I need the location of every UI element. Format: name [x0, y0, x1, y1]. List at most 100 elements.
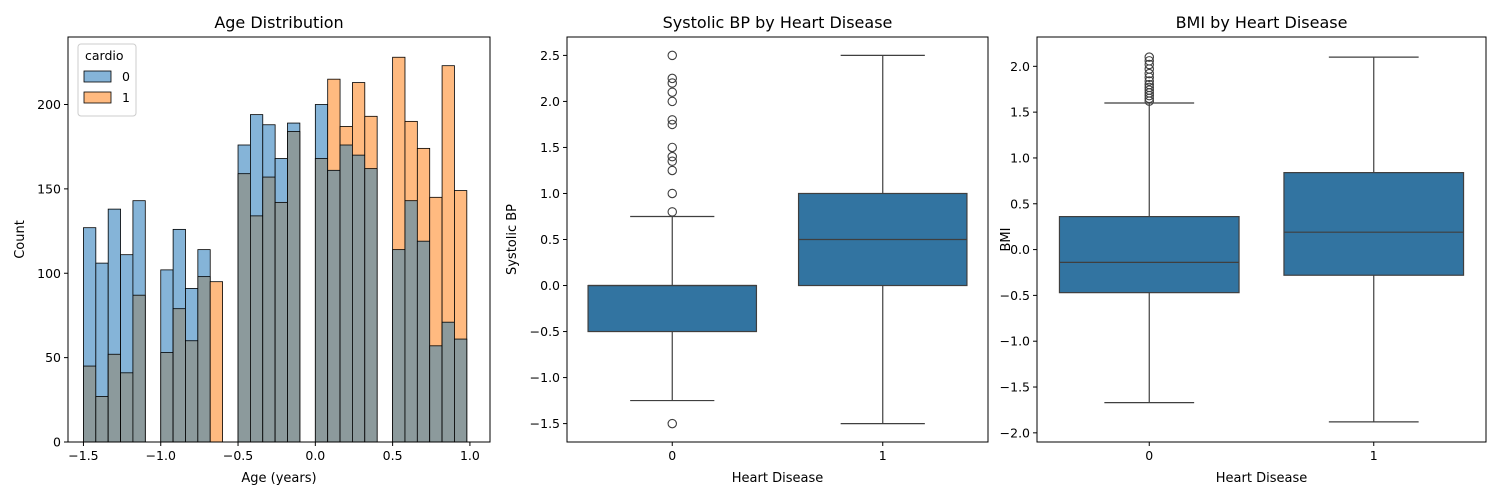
legend-title: cardio [85, 48, 124, 63]
age-histogram-panel: Age Distribution Age (years) Count 0 50 100 15… [13, 13, 491, 486]
outlier-point [667, 96, 677, 107]
x-tick-label: 1 [1370, 448, 1378, 463]
legend-swatch-0 [83, 70, 112, 83]
y-tick-label: 2.5 [540, 48, 560, 63]
y-tick-label: 1.5 [540, 140, 560, 155]
systolic-bp-boxplot-panel: Systolic BP by Heart Disease Heart Diseas… [505, 13, 989, 486]
hist-bar-cardio-0 [392, 249, 406, 443]
bmi-boxplot-panel: BMI by Heart Disease Heart Disease BMI 0 1 −2… [999, 13, 1487, 486]
box-group-0 [1058, 52, 1240, 404]
outlier-point [667, 115, 677, 125]
y-axis-label: BMI [999, 228, 1014, 252]
x-tick-label: −1.0 [146, 448, 176, 463]
box-group-1 [797, 54, 968, 425]
axes-frame [67, 36, 491, 443]
outlier-point [667, 73, 677, 84]
hist-bar-cardio-1 [160, 352, 174, 443]
x-tick-label: 0 [668, 448, 676, 463]
hist-bar-cardio-0 [352, 154, 366, 443]
hist-bar-cardio-1 [274, 201, 288, 443]
hist-bar-cardio-0 [429, 345, 443, 443]
outlier-point [667, 156, 677, 167]
y-tick-label: −1.5 [530, 416, 560, 431]
hist-bar-cardio-1 [197, 276, 211, 443]
axes-frame [1036, 36, 1487, 443]
box-group-1 [1283, 56, 1465, 423]
x-tick-label: 0 [1145, 448, 1153, 463]
hist-bar-cardio-0 [441, 321, 455, 443]
legend: cardio 0 1 [77, 43, 137, 117]
chart-title: BMI by Heart Disease [1176, 13, 1348, 32]
outlier-point [667, 151, 677, 162]
outlier-point [1144, 85, 1155, 95]
y-tick-label: 2.0 [540, 94, 560, 109]
y-tick-label: 2.0 [1010, 59, 1030, 74]
x-axis-label: Heart Disease [1216, 471, 1307, 486]
x-tick-label: −1.5 [68, 448, 98, 463]
chart-title: Age Distribution [214, 13, 343, 32]
outlier-point [667, 188, 677, 199]
hist-bar-cardio-1 [132, 294, 146, 443]
outlier-point [667, 207, 677, 217]
outlier-point [1144, 68, 1155, 79]
y-tick-label: 1.5 [1010, 105, 1030, 120]
x-tick-label: 0.0 [305, 448, 325, 463]
y-tick-label: −0.5 [530, 324, 560, 339]
outlier-point [667, 165, 677, 176]
outlier-point [1144, 76, 1155, 86]
y-tick-label: −2.0 [1000, 425, 1030, 440]
hist-bar-cardio-1 [237, 173, 251, 443]
x-tick-label: −0.5 [223, 448, 253, 463]
y-tick-label: 0.0 [540, 278, 560, 293]
outlier-point [667, 418, 677, 429]
outlier-point [1144, 56, 1155, 66]
x-tick-label: 1 [879, 448, 887, 463]
hist-bar-cardio-1 [287, 131, 301, 443]
hist-bar-cardio-0 [404, 200, 418, 443]
hist-bar-cardio-0 [364, 168, 378, 443]
hist-bar-cardio-1 [172, 308, 186, 443]
iqr-box [1283, 172, 1465, 276]
x-tick-label: 1.0 [460, 448, 480, 463]
hist-bar-cardio-0 [339, 144, 353, 443]
x-axis-label: Age (years) [241, 471, 316, 486]
hist-bar-cardio-1 [95, 396, 109, 443]
box-group-0 [587, 50, 758, 429]
hist-bar-cardio-0 [327, 169, 341, 443]
y-axis-label: Count [13, 220, 28, 259]
outlier-point [667, 50, 677, 61]
hist-bar-cardio-1 [262, 176, 276, 443]
y-axis-label: Systolic BP [505, 204, 520, 275]
y-tick-label: −1.0 [1000, 334, 1030, 349]
outlier-point [667, 78, 677, 88]
y-tick-label: 0.5 [1010, 196, 1030, 211]
outlier-point [1144, 52, 1155, 62]
hist-bar-cardio-1 [185, 340, 199, 443]
hist-bar-cardio-1 [250, 215, 264, 443]
y-tick-label: 100 [37, 266, 61, 281]
y-tick-label: 0.5 [540, 232, 560, 247]
legend-swatch-1 [83, 91, 112, 104]
hist-bar-cardio-0 [454, 338, 468, 443]
hist-bar-cardio-1 [107, 353, 121, 443]
outlier-point [667, 119, 677, 130]
y-tick-label: 1.0 [540, 186, 560, 201]
legend-label-0: 0 [122, 69, 130, 84]
y-tick-label: 150 [37, 181, 61, 196]
y-tick-label: 200 [37, 97, 61, 112]
y-tick-label: −1.5 [1000, 380, 1030, 395]
legend-label-1: 1 [122, 90, 130, 105]
hist-bar-cardio-0 [416, 240, 431, 443]
outlier-point [1144, 82, 1155, 93]
y-tick-label: 0.0 [1010, 242, 1030, 257]
hist-bar-cardio-1 [209, 281, 223, 443]
hist-bar-cardio-1 [83, 365, 97, 443]
y-tick-label: −1.0 [530, 370, 560, 385]
y-tick-label: 0 [53, 435, 61, 450]
iqr-box [587, 284, 758, 333]
outlier-point [1144, 79, 1155, 90]
x-axis-label: Heart Disease [732, 471, 823, 486]
outlier-point [667, 142, 677, 153]
y-tick-label: 50 [45, 350, 61, 365]
